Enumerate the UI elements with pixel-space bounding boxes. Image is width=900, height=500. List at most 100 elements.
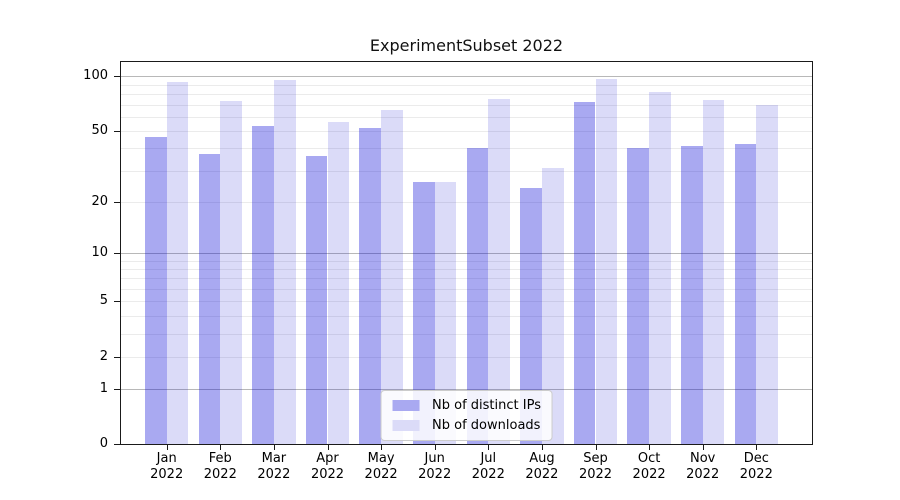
minor-gridline [121, 94, 812, 95]
minor-gridline [121, 130, 812, 132]
minor-gridline [121, 84, 812, 86]
x-tick-label: Nov 2022 [673, 451, 733, 483]
minor-gridline [121, 116, 812, 118]
y-tick-mark [114, 253, 120, 254]
minor-gridline [121, 289, 812, 290]
legend-swatch-downloads [392, 420, 420, 431]
x-tick-label: Oct 2022 [619, 451, 679, 483]
minor-gridline [121, 104, 812, 106]
bar-downloads [381, 110, 403, 444]
y-tick-label: 10 [91, 245, 108, 260]
y-tick-mark [114, 356, 120, 358]
y-tick-mark [114, 130, 120, 132]
minor-gridline [121, 301, 812, 303]
minor-gridline [121, 315, 812, 317]
y-tick-label: 20 [91, 193, 108, 209]
major-gridline [121, 76, 812, 78]
minor-gridline [121, 260, 812, 262]
bar-downloads [166, 82, 189, 444]
x-tick-label-line: 2022 [150, 467, 184, 482]
bar-distinct-ips [520, 187, 542, 444]
x-tick-label-line: 2022 [203, 467, 237, 482]
x-tick-label: Sep 2022 [566, 451, 626, 483]
y-tick-label: 50 [91, 122, 108, 138]
x-tick-label-line: 2022 [418, 467, 452, 482]
x-tick-label-line: Mar [261, 451, 287, 466]
x-tick-mark [381, 445, 383, 450]
x-tick-label-line: Oct [637, 451, 661, 466]
x-tick-label-line: 2022 [471, 467, 505, 482]
x-tick-mark [541, 445, 543, 450]
x-tick-label-line: 2022 [525, 467, 559, 482]
bar-distinct-ips [359, 127, 382, 444]
x-tick-mark [327, 445, 329, 450]
x-tick-mark [488, 445, 490, 450]
legend-item-distinct-ips: Nb of distinct IPs [392, 398, 541, 413]
minor-gridline [121, 148, 812, 150]
bar-distinct-ips [680, 146, 703, 444]
x-tick-mark [702, 445, 704, 450]
y-tick-mark [114, 76, 120, 78]
y-tick-label: 0 [99, 436, 108, 451]
x-tick-label-line: May [367, 451, 395, 466]
bar-downloads [541, 167, 564, 444]
x-tick-label-line: Jun [424, 451, 445, 466]
x-tick-label-line: 2022 [257, 467, 291, 482]
x-tick-mark [220, 445, 222, 450]
x-tick-label-line: 2022 [632, 467, 666, 482]
bar-downloads [327, 122, 350, 444]
bar-distinct-ips [198, 154, 221, 444]
bar-distinct-ips [573, 102, 596, 444]
bar-downloads [220, 101, 243, 444]
major-gridline [121, 388, 812, 390]
x-tick-label-line: 2022 [310, 467, 345, 482]
x-tick-label-line: Jul [480, 451, 497, 466]
minor-gridline [121, 356, 812, 358]
y-tick-mark [114, 444, 120, 445]
legend-item-downloads: Nb of downloads [392, 418, 541, 433]
bar-downloads [273, 80, 296, 444]
y-tick-label: 100 [83, 68, 108, 84]
y-tick-label: 2 [99, 348, 108, 364]
x-tick-mark [273, 445, 275, 450]
legend-label-downloads: Nb of downloads [432, 418, 541, 433]
bar-downloads [702, 100, 725, 444]
bar-distinct-ips [466, 148, 489, 444]
bar-downloads [488, 99, 511, 444]
major-gridline [121, 253, 812, 254]
x-tick-label-line: Jan [156, 451, 177, 466]
x-tick-label: Jan 2022 [137, 451, 197, 483]
x-tick-label-line: 2022 [578, 467, 613, 482]
chart-title: ExperimentSubset 2022 [369, 36, 564, 55]
minor-gridline [121, 201, 812, 203]
x-tick-mark [649, 445, 651, 450]
bar-downloads [756, 104, 779, 444]
x-tick-label: Jul 2022 [458, 451, 518, 483]
y-tick-label: 5 [99, 293, 108, 309]
x-tick-label: Jun 2022 [405, 451, 465, 483]
y-tick-mark [114, 201, 120, 203]
x-tick-mark [166, 445, 168, 450]
x-tick-label: May 2022 [351, 451, 411, 483]
x-tick-label-line: 2022 [686, 467, 720, 482]
y-tick-mark [114, 388, 120, 390]
x-tick-mark [595, 445, 597, 450]
x-tick-mark [756, 445, 758, 450]
bar-distinct-ips [252, 126, 274, 444]
minor-gridline [121, 278, 812, 280]
x-tick-mark [434, 445, 436, 450]
y-tick-mark [114, 301, 120, 303]
y-tick-label: 1 [99, 380, 108, 396]
x-tick-label-line: 2022 [364, 467, 398, 482]
x-tick-label-line: Nov [690, 451, 716, 466]
x-tick-label-line: Apr [316, 451, 339, 466]
bar-distinct-ips [627, 148, 650, 444]
x-tick-label-line: Dec [743, 451, 769, 466]
bar-distinct-ips [305, 156, 328, 444]
legend-label-distinct-ips: Nb of distinct IPs [432, 398, 541, 413]
x-tick-label-line: Feb [208, 451, 232, 466]
bar-downloads [649, 92, 671, 444]
legend-swatch-distinct-ips [392, 400, 420, 411]
bar-downloads [595, 78, 618, 444]
